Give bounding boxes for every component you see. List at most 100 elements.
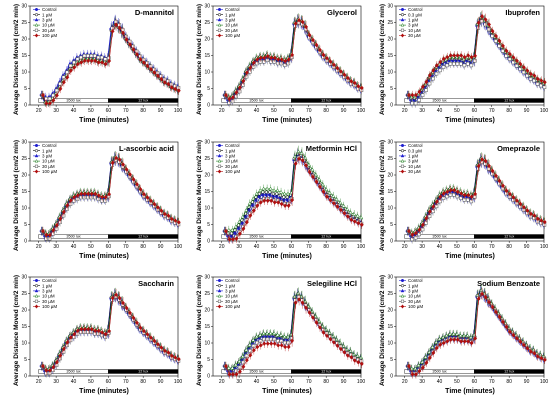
data-point <box>518 339 523 345</box>
data-point <box>501 319 505 325</box>
x-tick-label: 100 <box>357 379 366 385</box>
data-point <box>416 363 421 367</box>
data-point <box>434 71 439 76</box>
x-tick-label: 50 <box>454 108 460 114</box>
legend-marker <box>217 164 222 168</box>
data-point <box>417 232 421 237</box>
data-point <box>356 83 361 89</box>
data-point <box>131 315 136 321</box>
data-point <box>342 349 347 355</box>
data-point <box>349 78 354 84</box>
data-point <box>44 232 49 238</box>
y-tick-label: 5 <box>390 86 393 92</box>
data-point <box>230 365 235 370</box>
data-point <box>494 309 499 315</box>
data-point <box>356 220 361 226</box>
data-point <box>275 332 280 337</box>
data-point <box>473 59 477 63</box>
data-point <box>487 27 491 32</box>
x-tick-label: 70 <box>489 244 495 250</box>
data-point <box>269 341 274 346</box>
y-tick-label: 0 <box>24 239 27 245</box>
y-tick-label: 30 <box>387 4 393 10</box>
data-point <box>272 341 277 346</box>
legend-label: 1 µM <box>408 154 418 159</box>
legend-label: 30 µM <box>225 164 238 169</box>
data-point <box>230 99 235 104</box>
data-point <box>441 56 446 62</box>
data-point <box>300 300 305 306</box>
x-tick-label: 40 <box>254 108 260 114</box>
data-point <box>462 339 467 344</box>
data-point <box>335 204 340 209</box>
legend-label: Control <box>42 143 57 148</box>
data-point <box>318 184 322 190</box>
x-tick-label: 30 <box>53 244 59 250</box>
chart-title: Omeprazole <box>497 144 540 153</box>
y-tick-label: 15 <box>204 53 210 59</box>
data-point <box>93 195 97 200</box>
legend-label: Control <box>42 7 57 12</box>
legend-marker <box>34 294 39 298</box>
data-point <box>321 52 326 58</box>
y-tick-label: 15 <box>387 324 393 330</box>
data-point <box>331 193 336 198</box>
data-point <box>539 218 544 223</box>
data-point <box>141 328 146 334</box>
data-point <box>68 68 73 74</box>
data-point <box>96 193 101 198</box>
y-tick-label: 10 <box>387 341 393 347</box>
data-point <box>58 82 62 86</box>
data-point <box>169 216 174 222</box>
chart-title: Ibuprofen <box>505 8 540 17</box>
series-line <box>407 292 544 373</box>
data-point <box>79 191 84 197</box>
data-point <box>272 55 277 61</box>
data-point <box>490 34 494 38</box>
data-point <box>103 57 108 61</box>
y-axis-label: Average Distance Moved (cm/2 min) <box>196 275 203 386</box>
y-tick-label: 0 <box>207 374 210 380</box>
data-point <box>75 193 80 198</box>
light-condition-label: 12 lux <box>138 99 148 103</box>
light-condition-label: 12 lux <box>138 370 148 374</box>
data-point <box>72 198 76 203</box>
data-point <box>145 332 150 337</box>
data-point <box>441 191 446 196</box>
legend-marker <box>217 159 222 163</box>
light-condition-label: 12 lux <box>504 99 514 103</box>
series-group <box>406 287 547 379</box>
data-point <box>409 366 414 371</box>
data-point <box>420 365 425 371</box>
data-point <box>285 334 291 339</box>
data-point <box>303 155 308 160</box>
data-point <box>51 98 56 103</box>
y-tick-label: 5 <box>24 222 27 228</box>
data-point <box>58 86 63 92</box>
light-condition-label: 12 lux <box>321 370 331 374</box>
data-point <box>40 363 45 369</box>
legend-marker <box>400 28 405 32</box>
x-tick-label: 60 <box>289 244 295 250</box>
data-point <box>145 195 150 200</box>
data-point <box>444 333 449 338</box>
chart-panel: 0 5 10 15 20 25 30 20 30 40 50 60 70 80 90 100 Time (min… <box>196 4 365 124</box>
legend-marker <box>217 143 222 148</box>
data-point <box>304 24 309 30</box>
data-point <box>82 58 87 64</box>
data-point <box>86 195 90 200</box>
data-point <box>528 211 533 217</box>
x-axis-label: Time (minutes) <box>262 253 312 260</box>
data-point <box>441 340 446 346</box>
light-condition-label: 12 lux <box>504 370 514 374</box>
data-point <box>226 365 231 370</box>
y-tick-label: 20 <box>204 308 210 314</box>
x-axis-label: Time (minutes) <box>445 388 495 395</box>
legend-label: 3 µM <box>42 18 52 23</box>
data-point <box>265 337 270 342</box>
legend-marker <box>34 17 39 22</box>
data-point <box>103 61 108 67</box>
y-tick-label: 25 <box>21 291 27 297</box>
y-tick-label: 20 <box>204 173 210 179</box>
series-group <box>406 10 547 100</box>
